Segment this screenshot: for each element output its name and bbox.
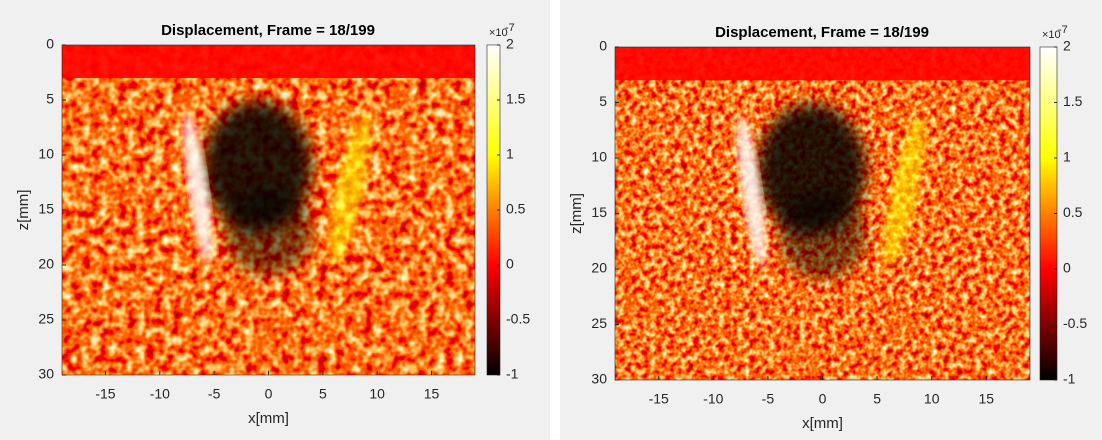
dark-region [225,188,312,276]
colorbar-tick-label: 2 [1063,38,1071,54]
colorbar-tick-label: 1 [506,146,514,162]
colorbar-tick-label: -1 [1063,371,1076,387]
y-axis-label: z[mm] [568,193,585,234]
colorbar-tick-label: 2 [506,36,514,52]
colorbar-exponent: -7 [505,22,515,34]
y-tick-label: 15 [591,204,607,220]
colorbar-tick-label: 1.5 [1063,93,1083,109]
y-tick-label: 0 [46,36,54,52]
y-tick-label: 10 [38,146,54,162]
y-tick-label: 20 [591,260,607,276]
colorbar-multiplier: ×10 [489,27,508,39]
y-tick-label: 0 [599,38,607,54]
colorbar-tick-label: 1 [1063,149,1071,165]
bright-streak [737,115,766,268]
bright-streak [883,116,925,267]
y-tick-label: 15 [38,201,54,217]
colorbar-tick-label: -1 [506,366,519,382]
image [62,45,475,375]
x-tick-label: 15 [979,391,995,407]
x-tick-label: 0 [265,386,273,402]
colorbar-tick-label: 0 [1063,260,1071,276]
y-tick-label: 30 [38,366,54,382]
dark-region [778,192,867,280]
bright-streak [183,112,213,264]
y-tick-label: 25 [591,315,607,331]
bright-streak [329,113,371,263]
x-tick-label: -10 [150,386,170,402]
y-tick-label: 20 [38,256,54,272]
colorbar-tick-label: -0.5 [506,311,530,327]
colorbar-tick-label: 0.5 [506,201,526,217]
colorbar-tick-label: 0.5 [1063,204,1083,220]
x-tick-label: -10 [703,391,723,407]
colorbar-multiplier: ×10 [1042,29,1061,41]
y-tick-label: 25 [38,311,54,327]
x-tick-label: 5 [873,391,881,407]
chart-title: Displacement, Frame = 18/199 [715,24,929,41]
x-tick-label: 0 [819,391,827,407]
image [615,47,1030,380]
y-axis-label: z[mm] [15,190,32,231]
colorbar-tick-label: -0.5 [1063,315,1087,331]
surface-band [62,45,475,78]
x-tick-label: 5 [319,386,327,402]
x-tick-label: -5 [762,391,775,407]
x-tick-label: 10 [369,386,385,402]
y-tick-label: 10 [591,149,607,165]
y-tick-label: 5 [46,91,54,107]
chart-title: Displacement, Frame = 18/199 [161,22,375,39]
colorbar-exponent: -7 [1058,24,1068,36]
x-axis-label: x[mm] [802,415,843,432]
colorbar-tick-label: 1.5 [506,91,526,107]
x-tick-label: -15 [95,386,115,402]
x-axis-label: x[mm] [248,410,289,427]
colorbar-tick-label: 0 [506,256,514,272]
x-tick-label: -15 [649,391,669,407]
y-tick-label: 30 [591,371,607,387]
x-tick-label: 10 [924,391,940,407]
surface-band [615,47,1030,81]
x-tick-label: -5 [208,386,221,402]
y-tick-label: 5 [599,93,607,109]
x-tick-label: 15 [424,386,440,402]
